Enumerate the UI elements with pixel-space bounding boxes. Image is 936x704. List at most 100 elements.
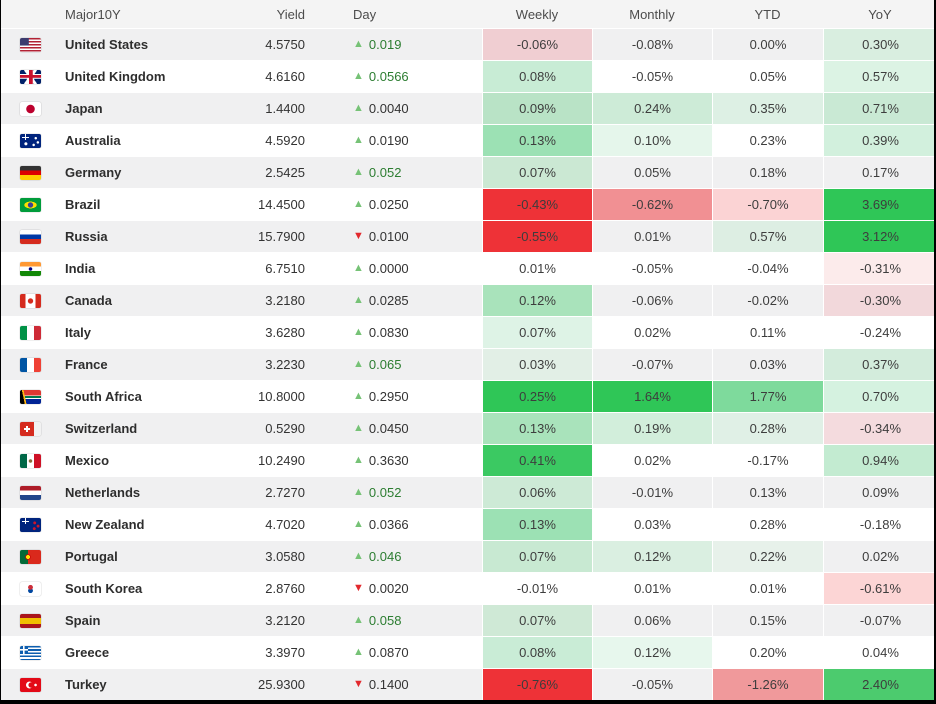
country-name[interactable]: Italy xyxy=(65,325,92,340)
italy-flag-icon xyxy=(20,325,41,340)
flag-cell xyxy=(1,637,57,668)
country-name[interactable]: Spain xyxy=(65,613,101,628)
country-name[interactable]: Canada xyxy=(65,293,112,308)
table-row-india[interactable]: India 6.7510 ▲ 0.0000 0.01% -0.05% -0.04% -0.31… xyxy=(1,253,934,285)
ytd-change-cell: 0.22% xyxy=(712,541,823,572)
country-name[interactable]: Netherlands xyxy=(65,485,141,500)
weekly-change-cell: 0.13% xyxy=(482,125,592,156)
table-row-turkey[interactable]: Turkey 25.9300 ▼ 0.1400 -0.76% -0.05% -1.26% 2.… xyxy=(1,669,934,700)
column-header-yield[interactable]: Yield xyxy=(276,6,305,22)
country-name[interactable]: Russia xyxy=(65,229,108,244)
table-row-greece[interactable]: Greece 3.3970 ▲ 0.0870 0.08% 0.12% 0.20% 0.04% xyxy=(1,637,934,669)
day-change-value: 0.0020 xyxy=(368,581,409,596)
monthly-change-cell: -0.07% xyxy=(592,349,712,380)
weekly-change-cell: 0.08% xyxy=(482,637,592,668)
country-name[interactable]: South Korea xyxy=(65,581,143,596)
table-row-south-korea[interactable]: South Korea 2.8760 ▼ 0.0020 -0.01% 0.01% 0.01%… xyxy=(1,573,934,605)
day-change-value: 0.0870 xyxy=(368,645,409,660)
table-row-united-states[interactable]: United States 4.5750 ▲ 0.019 -0.06% -0.08% 0.0… xyxy=(1,29,934,61)
country-name[interactable]: Turkey xyxy=(65,677,107,692)
country-name[interactable]: New Zealand xyxy=(65,517,145,532)
table-row-mexico[interactable]: Mexico 10.2490 ▲ 0.3630 0.41% 0.02% -0.17% 0.94… xyxy=(1,445,934,477)
yoy-change-cell: 0.70% xyxy=(823,381,934,412)
country-name[interactable]: India xyxy=(65,261,96,276)
india-flag-icon xyxy=(20,261,41,276)
country-name[interactable]: United States xyxy=(65,37,149,52)
yoy-change-cell: 0.02% xyxy=(823,541,934,572)
table-row-switzerland[interactable]: Switzerland 0.5290 ▲ 0.0450 0.13% 0.19% 0.28% -… xyxy=(1,413,934,445)
table-row-france[interactable]: France 3.2230 ▲ 0.065 0.03% -0.07% 0.03% 0.37% xyxy=(1,349,934,381)
table-row-portugal[interactable]: Portugal 3.0580 ▲ 0.046 0.07% 0.12% 0.22% 0.02% xyxy=(1,541,934,573)
yield-value: 4.7020 xyxy=(265,517,305,532)
country-name[interactable]: Mexico xyxy=(65,453,110,468)
flag-cell xyxy=(1,349,57,380)
yield-value: 2.8760 xyxy=(265,581,305,596)
table-row-japan[interactable]: Japan 1.4400 ▲ 0.0040 0.09% 0.24% 0.35% 0.71% xyxy=(1,93,934,125)
monthly-change-cell: 0.02% xyxy=(592,317,712,348)
france-flag-icon xyxy=(20,357,41,372)
table-row-spain[interactable]: Spain 3.2120 ▲ 0.058 0.07% 0.06% 0.15% -0.07% xyxy=(1,605,934,637)
yield-value: 25.9300 xyxy=(258,677,305,692)
ytd-change-cell: 0.00% xyxy=(712,29,823,60)
south-korea-flag-icon xyxy=(20,581,41,596)
column-header-weekly[interactable]: Weekly xyxy=(515,6,559,22)
day-change-cell: ▲ 0.2950 xyxy=(311,381,482,412)
table-row-germany[interactable]: Germany 2.5425 ▲ 0.052 0.07% 0.05% 0.18% 0.17% xyxy=(1,157,934,189)
monthly-change-cell: 0.06% xyxy=(592,605,712,636)
day-change-cell: ▲ 0.065 xyxy=(311,349,482,380)
table-row-italy[interactable]: Italy 3.6280 ▲ 0.0830 0.07% 0.02% 0.11% -0.24% xyxy=(1,317,934,349)
yoy-change-cell: -0.30% xyxy=(823,285,934,316)
table-row-new-zealand[interactable]: New Zealand 4.7020 ▲ 0.0366 0.13% 0.03% 0.28% -… xyxy=(1,509,934,541)
table-row-netherlands[interactable]: Netherlands 2.7270 ▲ 0.052 0.06% -0.01% 0.13% 0… xyxy=(1,477,934,509)
day-change-value: 0.052 xyxy=(368,485,402,500)
country-name[interactable]: South Africa xyxy=(65,389,142,404)
flag-cell xyxy=(1,477,57,508)
country-name[interactable]: Germany xyxy=(65,165,122,180)
day-change-value: 0.0450 xyxy=(368,421,409,436)
up-triangle-icon: ▲ xyxy=(353,198,364,210)
country-name[interactable]: Switzerland xyxy=(65,421,138,436)
country-name[interactable]: Brazil xyxy=(65,197,101,212)
table-row-canada[interactable]: Canada 3.2180 ▲ 0.0285 0.12% -0.06% -0.02% -0.3… xyxy=(1,285,934,317)
yield-value: 4.6160 xyxy=(265,69,305,84)
weekly-change-cell: 0.41% xyxy=(482,445,592,476)
table-row-russia[interactable]: Russia 15.7900 ▼ 0.0100 -0.55% 0.01% 0.57% 3.12… xyxy=(1,221,934,253)
day-change-cell: ▲ 0.0285 xyxy=(311,285,482,316)
column-header-yoy[interactable]: YoY xyxy=(868,6,892,22)
monthly-change-cell: 0.10% xyxy=(592,125,712,156)
up-triangle-icon: ▲ xyxy=(353,646,364,658)
country-name[interactable]: United Kingdom xyxy=(65,69,166,84)
flag-cell xyxy=(1,445,57,476)
ytd-change-cell: 0.05% xyxy=(712,61,823,92)
up-triangle-icon: ▲ xyxy=(353,102,364,114)
monthly-change-cell: -0.62% xyxy=(592,189,712,220)
yoy-change-cell: 0.71% xyxy=(823,93,934,124)
column-header-ytd[interactable]: YTD xyxy=(754,6,781,22)
table-row-united-kingdom[interactable]: United Kingdom 4.6160 ▲ 0.0566 0.08% -0.05% 0.… xyxy=(1,61,934,93)
country-name[interactable]: France xyxy=(65,357,108,372)
day-change-cell: ▲ 0.046 xyxy=(311,541,482,572)
column-header-monthly[interactable]: Monthly xyxy=(629,6,675,22)
monthly-change-cell: 0.12% xyxy=(592,541,712,572)
country-name[interactable]: Portugal xyxy=(65,549,118,564)
country-name[interactable]: Australia xyxy=(65,133,121,148)
header-spacer xyxy=(1,0,57,28)
yoy-change-cell: 0.37% xyxy=(823,349,934,380)
table-row-brazil[interactable]: Brazil 14.4500 ▲ 0.0250 -0.43% -0.62% -0.70% 3.… xyxy=(1,189,934,221)
up-triangle-icon: ▲ xyxy=(353,518,364,530)
table-row-south-africa[interactable]: South Africa 10.8000 ▲ 0.2950 0.25% 1.64% 1.77… xyxy=(1,381,934,413)
weekly-change-cell: 0.06% xyxy=(482,477,592,508)
country-name[interactable]: Japan xyxy=(65,101,103,116)
day-change-value: 0.0040 xyxy=(368,101,409,116)
ytd-change-cell: 0.23% xyxy=(712,125,823,156)
monthly-change-cell: -0.08% xyxy=(592,29,712,60)
day-change-value: 0.0250 xyxy=(368,197,409,212)
column-header-major10y[interactable]: Major10Y xyxy=(65,6,121,22)
yield-value: 2.5425 xyxy=(265,165,305,180)
yield-value: 2.7270 xyxy=(265,485,305,500)
country-name[interactable]: Greece xyxy=(65,645,110,660)
yield-value: 3.2180 xyxy=(265,293,305,308)
up-triangle-icon: ▲ xyxy=(353,262,364,274)
table-row-australia[interactable]: Australia 4.5920 ▲ 0.0190 0.13% 0.10% 0.23% 0.3… xyxy=(1,125,934,157)
column-header-day[interactable]: Day xyxy=(353,6,377,22)
